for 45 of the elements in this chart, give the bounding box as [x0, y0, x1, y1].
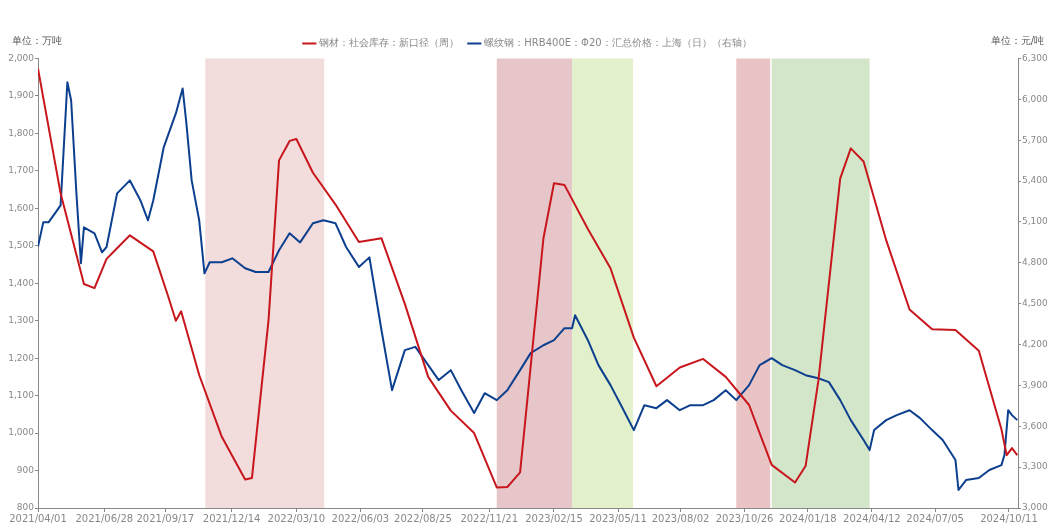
y2-tick-label: 4,500	[1022, 298, 1048, 309]
y-tick-label: 1,700	[8, 165, 35, 176]
x-tick-label: 2024/07/05	[906, 512, 964, 524]
y-tick-label: 1,500	[8, 240, 35, 251]
y-tick-label: 1,600	[8, 202, 35, 213]
x-tick-label: 2022/06/03	[331, 512, 390, 524]
y-tick-label: 1,000	[8, 427, 35, 438]
y-tick-label: 900	[16, 464, 35, 475]
y-tick-label: 1,400	[8, 277, 35, 288]
y2-tick-label: 3,600	[1022, 420, 1048, 431]
y-tick-label: 1,900	[8, 90, 35, 101]
y-tick-label: 1,800	[8, 127, 35, 138]
y-tick-label: 800	[16, 502, 35, 513]
y2-tick-label: 5,400	[1022, 175, 1048, 186]
x-tick-label: 2022/11/21	[460, 512, 519, 524]
legend-label: 螺纹钢：HRB400E：Φ20：汇总价格：上海（日）（右轴）	[484, 37, 752, 49]
x-tick-label: 2024/04/12	[843, 512, 901, 524]
x-tick-label: 2023/08/02	[651, 512, 710, 524]
legend-label: 钢材：社会库存：新口径（周）	[318, 37, 460, 49]
x-tick-label: 2023/02/15	[525, 512, 583, 524]
y-tick-label: 2,000	[8, 52, 35, 63]
y-tick-label: 1,200	[8, 352, 35, 363]
y2-tick-label: 4,200	[1022, 338, 1048, 349]
x-tick-label: 2021/09/17	[136, 512, 195, 524]
x-tick-label: 2021/12/14	[202, 512, 261, 524]
y-axis-title: 单位：万吨	[12, 35, 62, 47]
x-tick-label: 2024/10/11	[980, 512, 1038, 524]
x-tick-label: 2021/04/01	[9, 512, 67, 524]
y2-tick-label: 3,900	[1022, 379, 1048, 390]
y-tick-label: 1,100	[8, 389, 35, 400]
y2-tick-label: 3,000	[1022, 502, 1048, 513]
y2-tick-label: 4,800	[1022, 257, 1048, 268]
y2-tick-label: 5,700	[1022, 134, 1048, 145]
x-tick-label: 2022/03/10	[267, 512, 326, 524]
x-tick-label: 2023/10/26	[715, 512, 774, 524]
y2-tick-label: 6,300	[1022, 52, 1048, 63]
x-tick-label: 2021/06/28	[75, 512, 134, 524]
x-tick-label: 2023/05/11	[589, 512, 647, 524]
x-tick-label: 2022/08/25	[394, 512, 452, 524]
y2-tick-label: 6,000	[1022, 93, 1048, 104]
y-tick-label: 1,300	[8, 315, 35, 326]
y2-tick-label: 3,300	[1022, 461, 1048, 472]
x-tick-label: 2024/01/18	[779, 512, 837, 524]
y2-tick-label: 5,100	[1022, 216, 1048, 227]
y2-axis-title: 单位：元/吨	[990, 35, 1044, 47]
